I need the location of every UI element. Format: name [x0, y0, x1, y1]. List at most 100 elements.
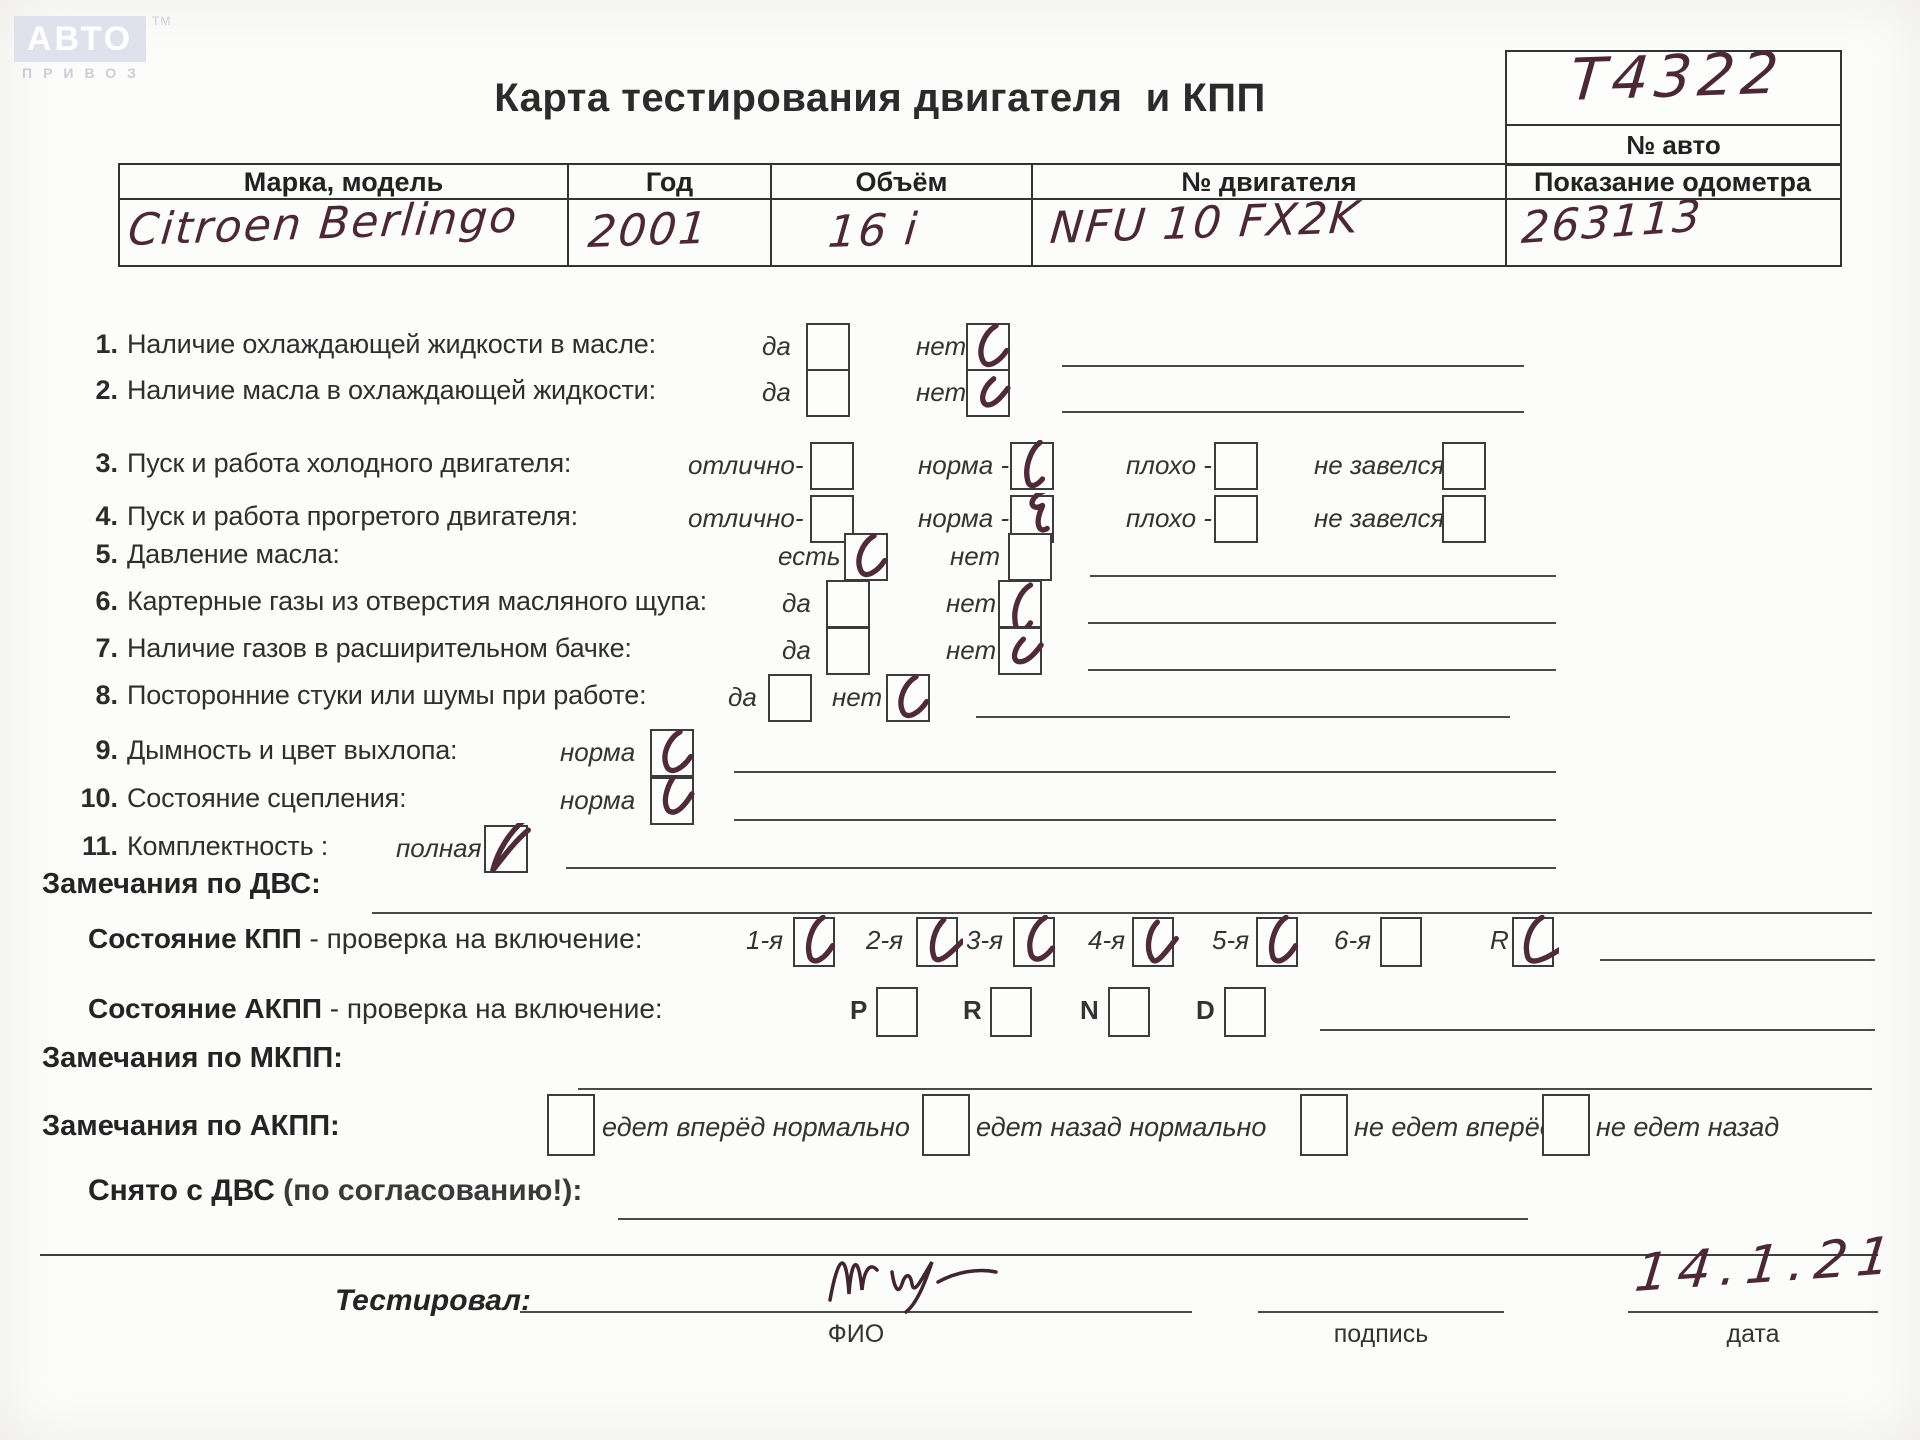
- column-divider: [770, 165, 772, 265]
- checkbox-no[interactable]: [998, 580, 1042, 630]
- make-model-value: Citroen Berlingo: [126, 191, 521, 256]
- gear-checkbox-p[interactable]: [876, 987, 918, 1037]
- mkpp-remarks-label: Замечания по МКПП:: [42, 1042, 343, 1074]
- checklist-row-3: 3. Пуск и работа холодного двигателя: от…: [0, 440, 1920, 496]
- fill-in-line[interactable]: [1320, 1029, 1875, 1031]
- gear-checkbox-5[interactable]: [1256, 915, 1299, 967]
- checkbox-no[interactable]: [966, 369, 1011, 417]
- date-line[interactable]: [1628, 1311, 1878, 1313]
- fill-in-line[interactable]: [1088, 622, 1556, 624]
- checklist-row-8: 8. Посторонние стуки или шумы при работе…: [0, 674, 1920, 728]
- removed-from-engine-line[interactable]: [618, 1218, 1528, 1220]
- gear-checkbox-3[interactable]: [1013, 915, 1056, 967]
- checkmark-icon: [662, 729, 694, 774]
- item-label: Наличие масла в охлаждающей жидкости:: [127, 375, 656, 405]
- checkmark-icon: [1027, 915, 1056, 962]
- avtoprivoz-logo: АВТО ТМ ПРИВОЗ: [14, 14, 184, 81]
- logo-brand: АВТО: [14, 16, 146, 62]
- gear-checkbox-1[interactable]: [793, 915, 836, 967]
- checkmark-icon: [1523, 915, 1559, 964]
- checkmark-icon: [1268, 915, 1299, 964]
- option-label-excellent: отлично-: [688, 450, 804, 480]
- checkmark-icon: [978, 323, 1010, 368]
- akpp-remarks-label: Замечания по АКПП:: [42, 1110, 340, 1142]
- option-label-normal: норма: [560, 737, 636, 767]
- gear-checkbox-r[interactable]: [1512, 915, 1559, 967]
- option-label-no-start: не завелся-: [1314, 450, 1454, 480]
- col-header-engine-no: № двигателя: [1181, 167, 1357, 197]
- fill-in-line[interactable]: [734, 771, 1556, 773]
- fill-in-line[interactable]: [1062, 411, 1524, 413]
- item-number: 3.: [95, 448, 118, 478]
- option-label-no: нет: [916, 331, 967, 361]
- fill-in-line[interactable]: [976, 716, 1510, 718]
- column-divider: [1031, 165, 1033, 265]
- gear-label-4: 4-я: [1088, 925, 1126, 955]
- checklist-row-5: 5. Давление масла: есть нет: [0, 533, 1920, 587]
- vehicle-table: Марка, модель Год Объём № двигателя Пока…: [118, 163, 1842, 267]
- fio-line[interactable]: [520, 1311, 1192, 1313]
- gear-checkbox-r[interactable]: [990, 987, 1032, 1037]
- fill-in-line[interactable]: [1090, 575, 1556, 577]
- checkbox-bad[interactable]: [1214, 495, 1258, 543]
- checkbox-normal[interactable]: [650, 775, 695, 825]
- checkbox-bad[interactable]: [1214, 442, 1258, 490]
- auto-number-label: № авто: [1626, 130, 1721, 160]
- option-label-no: нет: [832, 682, 883, 712]
- checkbox-yes[interactable]: [826, 627, 870, 675]
- checkbox-excellent[interactable]: [810, 442, 854, 490]
- gear-label-r: R: [1490, 925, 1509, 955]
- gear-checkbox-4[interactable]: [1132, 917, 1179, 967]
- option-label-normal: норма: [560, 785, 636, 815]
- gear-checkbox-d[interactable]: [1224, 987, 1266, 1037]
- checkbox-yes[interactable]: [826, 580, 870, 628]
- checkbox-yes[interactable]: [806, 369, 850, 417]
- option-label-yes: да: [762, 377, 791, 407]
- akpp-checkbox-no-fwd[interactable]: [1300, 1094, 1348, 1156]
- dvs-remarks-label: Замечания по ДВС:: [42, 868, 321, 900]
- item-label: Давление масла:: [127, 539, 340, 569]
- gear-label-1: 1-я: [746, 925, 784, 955]
- mkpp-remarks-line[interactable]: [578, 1088, 1872, 1090]
- checklist-row-9: 9. Дымность и цвет выхлопа: норма: [0, 729, 1920, 783]
- removed-from-engine-label: Снято с ДВС (по согласованию!):: [88, 1174, 582, 1208]
- checkbox-normal[interactable]: [650, 729, 694, 777]
- akpp-checkbox-fwd-ok[interactable]: [547, 1094, 595, 1156]
- fill-in-line[interactable]: [1062, 365, 1524, 367]
- checkbox-yes[interactable]: [806, 323, 850, 371]
- akpp-option-label-back-ok: едет назад нормально: [976, 1112, 1267, 1142]
- checkbox-present[interactable]: [844, 533, 888, 581]
- fill-in-line[interactable]: [566, 867, 1556, 869]
- item-number: 7.: [95, 633, 118, 663]
- option-label-yes: да: [762, 331, 791, 361]
- signature-line[interactable]: [1258, 1311, 1504, 1313]
- checkmark-icon: [856, 533, 888, 578]
- checkmark-icon: [490, 823, 531, 873]
- dvs-remarks-line[interactable]: [372, 912, 1872, 914]
- checkbox-normal[interactable]: [1010, 440, 1054, 490]
- gear-label-p: P: [850, 995, 868, 1025]
- kpp-label-rest: - проверка на включение:: [301, 923, 643, 954]
- fill-in-line[interactable]: [1600, 959, 1875, 961]
- gear-checkbox-n[interactable]: [1108, 987, 1150, 1037]
- akpp-checkbox-back-ok[interactable]: [922, 1094, 970, 1156]
- checkbox-no-start[interactable]: [1442, 442, 1486, 490]
- checkbox-absent[interactable]: [1008, 533, 1052, 581]
- item-number: 8.: [95, 680, 118, 710]
- checkbox-no[interactable]: [886, 674, 930, 722]
- checkbox-no[interactable]: [998, 627, 1044, 675]
- checkbox-yes[interactable]: [768, 674, 812, 722]
- fill-in-line[interactable]: [1088, 669, 1556, 671]
- date-value: 14.1.21: [1632, 1225, 1903, 1304]
- gear-checkbox-6[interactable]: [1380, 917, 1422, 967]
- option-label-yes: да: [728, 682, 757, 712]
- checkmark-icon: [1024, 440, 1046, 489]
- checkbox-no[interactable]: [966, 323, 1010, 371]
- gear-checkbox-2[interactable]: [916, 917, 963, 967]
- checkbox-complete[interactable]: [484, 823, 531, 873]
- col-header-year: Год: [645, 167, 694, 197]
- akpp-checkbox-no-back[interactable]: [1542, 1094, 1590, 1156]
- fill-in-line[interactable]: [734, 819, 1556, 821]
- checkbox-no-start[interactable]: [1442, 495, 1486, 543]
